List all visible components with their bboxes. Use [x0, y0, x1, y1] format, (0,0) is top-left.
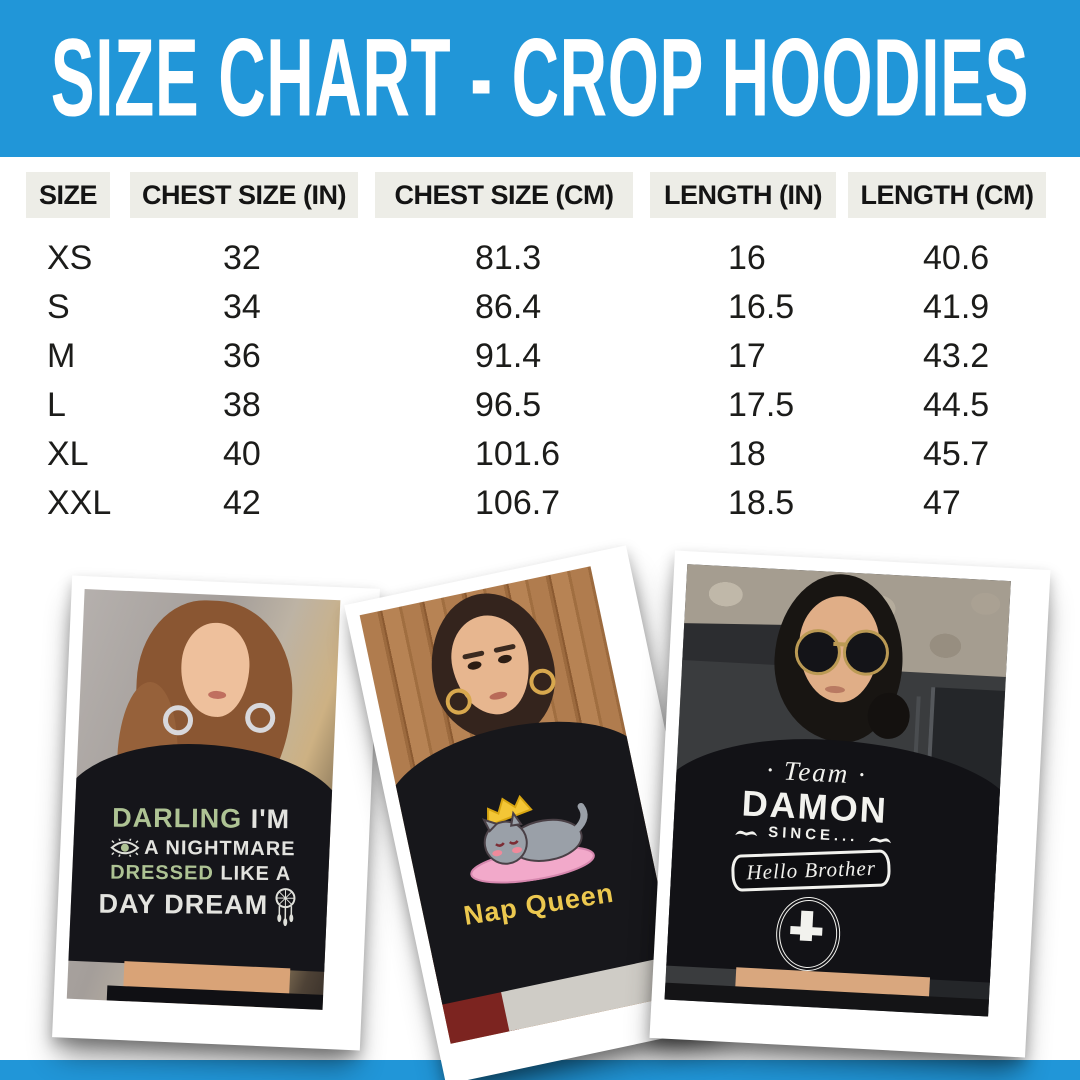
photo-card-darling-daydream: DARLING I'M A NIGHTMARE DRESSED LIKE A D… — [52, 575, 380, 1051]
column-header-chest-in: CHEST SIZE (IN) — [130, 172, 358, 218]
length-in-value: 17 — [728, 337, 766, 375]
size-value: M — [47, 337, 76, 375]
table-row: XS 32 81.3 16 40.6 — [0, 234, 1080, 283]
print-line-4: DAY DREAM — [78, 885, 322, 927]
length-cm-value: 44.5 — [923, 386, 990, 424]
table-row: S 34 86.4 16.5 41.9 — [0, 283, 1080, 332]
length-in-value: 16 — [728, 239, 766, 277]
size-value: XXL — [47, 484, 112, 522]
sleeping-cat-icon — [470, 794, 595, 884]
column-header-length-in: LENGTH (IN) — [650, 172, 836, 218]
header-banner: SIZE CHART - CROP HOODIES — [0, 0, 1080, 157]
length-in-value: 16.5 — [728, 288, 795, 326]
sunglasses-bridge — [833, 641, 848, 647]
table-row: M 36 91.4 17 43.2 — [0, 332, 1080, 381]
photo-card-nap-queen: Nap Queen — [344, 545, 728, 1080]
chest-cm-value: 91.4 — [475, 337, 542, 375]
hoodie-print-nap-queen: Nap Queen — [403, 763, 658, 938]
table-row: L 38 96.5 17.5 44.5 — [0, 381, 1080, 430]
crow-icon — [735, 830, 758, 836]
chest-in-value: 38 — [223, 386, 261, 424]
print-word: Team — [783, 755, 851, 789]
print-word: I'M — [250, 803, 291, 835]
model-photo: DARLING I'M A NIGHTMARE DRESSED LIKE A D… — [66, 589, 341, 1010]
length-cm-value: 41.9 — [923, 288, 990, 326]
print-word: SINCE... — [767, 823, 859, 846]
print-line-3: DRESSED LIKE A — [79, 860, 323, 887]
footer-bar — [0, 1060, 1080, 1080]
print-word: LIKE A — [220, 862, 292, 885]
hoodie-print-darling: DARLING I'M A NIGHTMARE DRESSED LIKE A D… — [78, 801, 323, 927]
chest-in-value: 40 — [223, 435, 261, 473]
evil-eye-icon — [110, 837, 140, 859]
length-in-value: 17.5 — [728, 386, 795, 424]
table-row: XXL 42 106.7 18.5 47 — [0, 479, 1080, 528]
length-in-value: 18 — [728, 435, 766, 473]
model-photo: Nap Queen — [359, 566, 682, 1044]
chest-in-value: 36 — [223, 337, 261, 375]
model-photo: · Team · DAMON SINCE... Hello Brother — [664, 564, 1011, 1017]
photo-card-team-damon: · Team · DAMON SINCE... Hello Brother — [649, 550, 1051, 1058]
print-word: Hello Brother — [746, 855, 877, 885]
chest-in-value: 42 — [223, 484, 261, 522]
chest-cm-value: 86.4 — [475, 288, 542, 326]
chest-cm-value: 81.3 — [475, 239, 542, 277]
column-header-chest-cm: CHEST SIZE (CM) — [375, 172, 633, 218]
page-title: SIZE CHART - CROP HOODIES — [50, 16, 1030, 140]
print-since-row: SINCE... — [703, 820, 924, 849]
length-cm-value: 45.7 — [923, 435, 990, 473]
length-cm-value: 47 — [923, 484, 961, 522]
print-word: A NIGHTMARE — [144, 836, 296, 860]
size-value: XS — [47, 239, 93, 277]
table-row: XL 40 101.6 18 45.7 — [0, 430, 1080, 479]
size-value: XL — [47, 435, 89, 473]
print-line-2: A NIGHTMARE — [79, 835, 323, 862]
chest-cm-value: 101.6 — [475, 435, 561, 473]
print-word: DARLING — [112, 802, 243, 834]
size-value: S — [47, 288, 70, 326]
chest-in-value: 32 — [223, 239, 261, 277]
hoodie-print-team-damon: · Team · DAMON SINCE... Hello Brother — [696, 751, 927, 976]
banner-ribbon: Hello Brother — [731, 849, 892, 892]
size-value: L — [47, 386, 66, 424]
print-word: DRESSED — [110, 861, 214, 885]
crow-icon — [869, 837, 892, 843]
chest-in-value: 34 — [223, 288, 261, 326]
crown-icon — [487, 794, 533, 828]
family-crest-icon — [774, 895, 843, 973]
column-header-size: SIZE — [26, 172, 110, 218]
length-cm-value: 43.2 — [923, 337, 990, 375]
length-in-value: 18.5 — [728, 484, 795, 522]
print-word: DAY DREAM — [98, 888, 269, 920]
length-cm-value: 40.6 — [923, 239, 990, 277]
chest-cm-value: 106.7 — [475, 484, 561, 522]
dreamcatcher-icon — [275, 887, 296, 926]
print-line-1: DARLING I'M — [79, 801, 323, 837]
column-header-length-cm: LENGTH (CM) — [848, 172, 1046, 218]
chest-cm-value: 96.5 — [475, 386, 542, 424]
